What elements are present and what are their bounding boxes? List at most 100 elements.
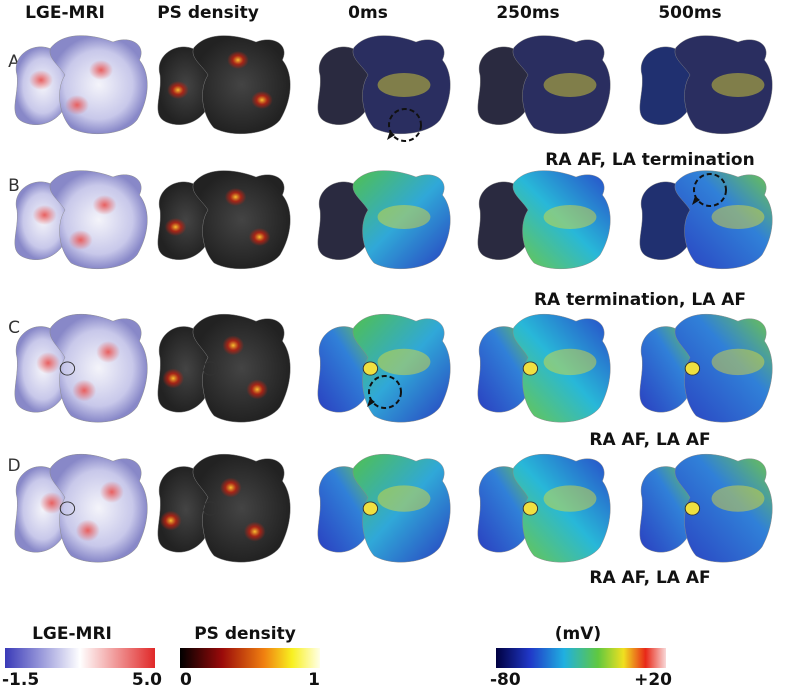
column-header: PS density <box>157 3 259 23</box>
atria-panel <box>14 170 148 269</box>
column-header: 250ms <box>496 3 559 23</box>
row-label: B <box>8 176 20 196</box>
ps-hotspot <box>248 228 271 246</box>
ps-hotspot <box>160 510 182 531</box>
ps-hotspot <box>224 188 247 206</box>
left-atrium <box>192 454 291 563</box>
atria-panel <box>157 35 291 134</box>
ps-hotspot <box>220 477 242 498</box>
rotor-marker <box>693 173 727 207</box>
colorbar-min: -1.5 <box>2 670 39 685</box>
wavefront <box>543 73 597 97</box>
scar-spot <box>96 341 121 363</box>
atria-panel <box>157 314 291 423</box>
left-atrium <box>352 314 451 423</box>
scar-spot <box>92 195 117 215</box>
row-label: C <box>8 318 20 338</box>
vein-ostium <box>362 501 379 516</box>
left-atrium <box>352 35 451 134</box>
left-atrium <box>192 170 291 269</box>
rotor-arrow <box>387 131 395 140</box>
scar-spot <box>39 492 64 514</box>
wavefront <box>377 73 431 97</box>
ps-hotspot <box>227 51 249 69</box>
scar-spot <box>99 481 124 503</box>
left-atrium <box>512 35 611 134</box>
left-atrium <box>49 35 148 134</box>
left-atrium <box>192 314 291 423</box>
atria-panel <box>477 454 611 563</box>
atria-panel <box>477 314 611 423</box>
atria-panel <box>639 35 773 134</box>
left-atrium <box>49 170 148 269</box>
row-caption: RA AF, LA AF <box>589 568 710 588</box>
left-atrium <box>512 314 611 423</box>
atria-panel <box>317 454 451 563</box>
colorbar <box>5 648 155 668</box>
colorbar-max: 1 <box>308 670 320 685</box>
scar-spot <box>32 205 57 225</box>
left-atrium <box>674 170 773 269</box>
left-atrium <box>49 454 148 563</box>
wavefront <box>543 205 597 229</box>
atria-panel <box>317 170 451 269</box>
ps-hotspot <box>222 335 244 356</box>
wavefront <box>543 348 597 376</box>
left-atrium <box>352 454 451 563</box>
left-atrium <box>674 35 773 134</box>
atria-panel <box>14 314 148 423</box>
vein-ostium <box>522 361 539 376</box>
colorbar-title: (mV) <box>555 624 601 644</box>
scar-spot <box>75 519 100 542</box>
row-caption: RA termination, LA AF <box>534 290 746 310</box>
colorbar-max: 5.0 <box>132 670 162 685</box>
atria-panel <box>317 314 451 423</box>
wavefront <box>711 205 765 229</box>
atria-panel <box>157 170 291 269</box>
atria-panel <box>639 454 773 563</box>
left-atrium <box>192 35 291 134</box>
colorbar <box>496 648 666 668</box>
column-header: LGE-MRI <box>25 3 105 23</box>
left-atrium <box>674 454 773 563</box>
row-caption: RA AF, LA termination <box>545 150 754 170</box>
left-atrium <box>512 170 611 269</box>
scar-spot <box>72 379 97 402</box>
wavefront <box>377 205 431 229</box>
ps-hotspot <box>162 368 184 389</box>
colorbar <box>180 648 320 668</box>
rotor-arrow <box>692 196 700 205</box>
ps-hotspot <box>244 521 266 542</box>
scar-spot <box>68 230 93 250</box>
left-atrium <box>49 314 148 423</box>
ps-hotspot <box>167 81 189 99</box>
colorbar-title: PS density <box>194 624 296 644</box>
wavefront <box>377 485 431 512</box>
atria-panel <box>477 170 611 269</box>
atria-panel <box>639 170 773 269</box>
vein-ostium <box>59 501 76 516</box>
scar-spot <box>29 70 53 90</box>
ps-hotspot <box>164 218 187 236</box>
scar-spot <box>36 352 61 374</box>
colorbar-min: -80 <box>490 670 521 685</box>
atria-panel <box>157 454 291 563</box>
colorbar-min: 0 <box>180 670 192 685</box>
wavefront <box>711 348 765 376</box>
wavefront <box>377 348 431 376</box>
scar-spot <box>89 60 114 80</box>
scar-spot <box>65 95 89 115</box>
atria-panel <box>639 314 773 423</box>
row-label: D <box>7 456 20 476</box>
rotor-marker <box>388 108 422 142</box>
vein-ostium <box>684 501 701 516</box>
column-header: 0ms <box>348 3 388 23</box>
wavefront <box>711 73 765 97</box>
vein-ostium <box>59 361 76 376</box>
atria-panel <box>14 454 148 563</box>
vein-ostium <box>684 361 701 376</box>
vein-ostium <box>202 361 219 376</box>
left-atrium <box>352 170 451 269</box>
wavefront <box>711 485 765 512</box>
